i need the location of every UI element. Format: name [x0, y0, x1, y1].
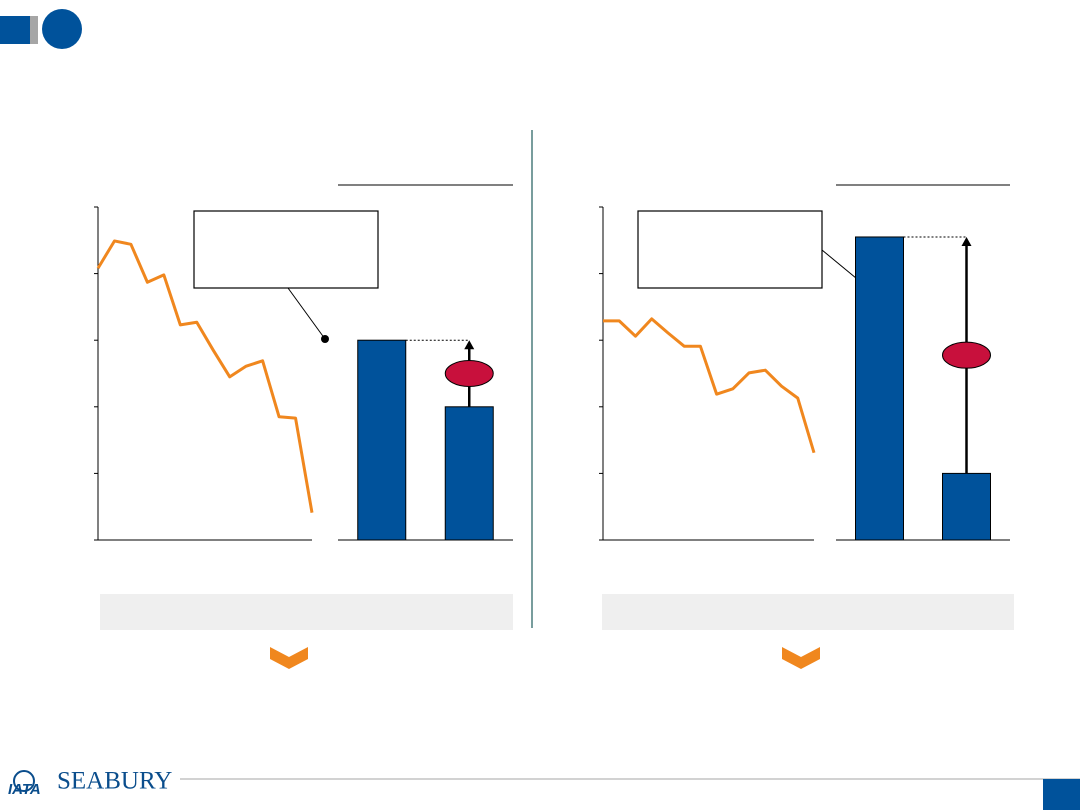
callout-box [637, 210, 823, 289]
logo-seabury: SEABURY [57, 768, 172, 795]
callout-dot [321, 335, 329, 343]
chevron [270, 647, 308, 669]
bar [942, 472, 991, 541]
change-badge [942, 341, 991, 369]
page-number-box [1043, 779, 1080, 810]
bar [855, 236, 904, 541]
change-badge [444, 360, 494, 387]
arrow-head [961, 236, 972, 246]
line-series [603, 317, 816, 454]
callout-leader [287, 287, 326, 340]
logo-iata: IATA [8, 781, 41, 798]
header-strip [30, 16, 38, 44]
line-series [96, 239, 314, 513]
summary-box [602, 594, 1014, 630]
chevron [782, 647, 820, 669]
arrow-head [464, 340, 475, 350]
header-square [0, 16, 30, 44]
header-circle [42, 9, 82, 49]
bar [357, 339, 407, 541]
logo-globe [13, 770, 35, 792]
callout-box [193, 210, 379, 289]
summary-box [100, 594, 513, 630]
bar [444, 406, 494, 541]
